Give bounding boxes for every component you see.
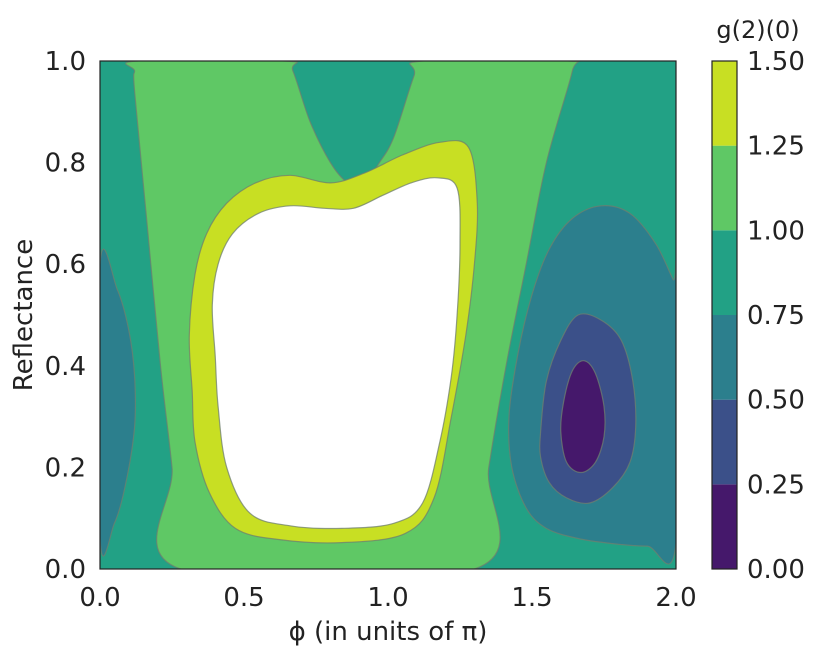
- colorbar-segment: [712, 484, 737, 569]
- y-tick-label: 0.2: [45, 453, 86, 483]
- colorbar-tick-label: 1.00: [747, 216, 805, 246]
- y-tick-label: 0.8: [45, 149, 86, 179]
- colorbar-segment: [712, 230, 737, 315]
- x-tick-labels: 0.0 0.5 1.0 1.5 2.0: [79, 583, 696, 613]
- colorbar-segment: [712, 315, 737, 400]
- y-tick-labels: 0.0 0.2 0.4 0.6 0.8 1.0: [45, 47, 86, 585]
- colorbar-tick-labels: 0.00 0.25 0.50 0.75 1.00 1.25 1.50: [747, 47, 805, 585]
- x-tick-label: 0.0: [79, 583, 120, 613]
- colorbar-title: g(2)(0): [716, 16, 799, 44]
- y-tick-label: 1.0: [45, 47, 86, 77]
- colorbar-segment: [712, 399, 737, 485]
- x-tick-label: 1.5: [511, 583, 552, 613]
- contour-region-4: [100, 248, 137, 557]
- y-axis-label: Reflectance: [9, 239, 39, 391]
- colorbar: [711, 60, 738, 570]
- colorbar-tick-label: 0.00: [747, 555, 805, 585]
- colorbar-tick-label: 1.25: [747, 132, 805, 162]
- colorbar-frame: [711, 60, 738, 570]
- x-tick-label: 1.0: [367, 583, 408, 613]
- colorbar-tick-label: 1.50: [747, 47, 805, 77]
- colorbar-tick-label: 0.75: [747, 301, 805, 331]
- colorbar-segment: [712, 61, 737, 146]
- x-tick-label: 2.0: [655, 583, 696, 613]
- contour-region-7: [560, 360, 606, 474]
- y-tick-label: 0.0: [45, 555, 86, 585]
- y-tick-label: 0.6: [45, 250, 86, 280]
- colorbar-segment: [712, 145, 737, 231]
- x-tick-label: 0.5: [223, 583, 264, 613]
- y-tick-label: 0.4: [45, 352, 86, 382]
- plot-frame: [99, 60, 677, 570]
- contour-region-3: [211, 177, 461, 530]
- colorbar-tick-label: 0.50: [747, 386, 805, 416]
- contour-regions: [100, 61, 676, 569]
- colorbar-tick-label: 0.25: [747, 470, 805, 500]
- x-axis-label: ϕ (in units of π): [289, 617, 488, 647]
